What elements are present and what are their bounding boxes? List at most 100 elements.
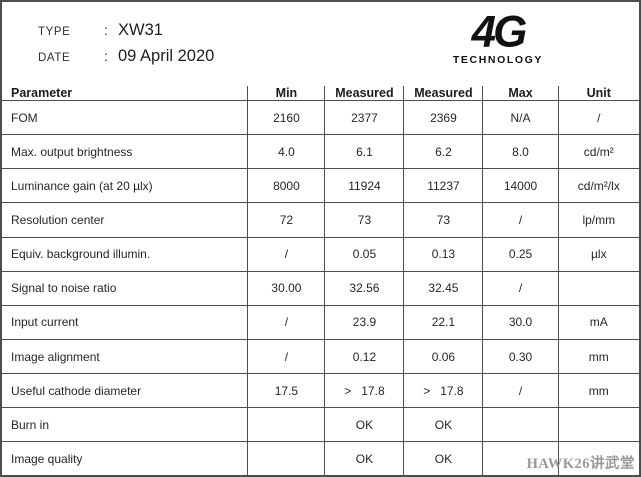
spec-table: Parameter Min Measured Measured Max Unit FOM 2… xyxy=(2,86,639,475)
value-cell: 0.12 xyxy=(324,338,405,375)
value-cell: 0.06 xyxy=(403,338,484,375)
spec-table-head: Parameter Min Measured Measured Max Unit xyxy=(2,86,639,101)
value-cell: 6.1 xyxy=(324,134,405,170)
header-row: Parameter Min Measured Measured Max Unit xyxy=(2,86,639,101)
spec-table-container: Parameter Min Measured Measured Max Unit FOM 2… xyxy=(2,86,639,475)
value-cell xyxy=(557,441,639,475)
value-cell: / xyxy=(247,236,326,272)
table-row: Image alignment/0.12 0.06 0.30 mm xyxy=(2,338,639,375)
value-cell: / xyxy=(247,304,326,340)
column-header-parameter: Parameter xyxy=(2,86,249,101)
value-cell: 6.2 xyxy=(403,134,484,170)
value-cell xyxy=(482,407,559,443)
value-cell: / xyxy=(482,270,559,306)
value-cell: / xyxy=(482,373,559,409)
value-cell: 30.0 xyxy=(482,304,559,340)
value-cell: > 17.8 xyxy=(403,373,484,409)
value-cell xyxy=(557,270,639,306)
value-cell: OK xyxy=(403,441,484,475)
value-cell: 4.0 xyxy=(247,134,326,170)
value-cell: 11924 xyxy=(324,168,405,204)
value-cell: 32.56 xyxy=(324,270,405,306)
value-cell: 2160 xyxy=(247,99,326,136)
value-cell: mm xyxy=(557,373,639,409)
value-cell: 30.00 xyxy=(247,270,326,306)
column-header-min: Min xyxy=(247,86,326,101)
type-label: TYPE xyxy=(38,26,71,38)
4g-technology-logo: 4G TECHNOLOGY xyxy=(453,6,543,66)
table-row: Image quality OK OK xyxy=(2,441,639,475)
table-row: Equiv. background illumin./0.05 0.13 0.25 µ… xyxy=(2,236,639,272)
value-cell: 0.30 xyxy=(482,338,559,375)
column-header-unit: Unit xyxy=(557,86,639,101)
value-cell: µlx xyxy=(557,236,639,272)
table-row: Signal to noise ratio 30.00 32.56 32.45/ xyxy=(2,270,639,306)
table-row: Input current/23.9 22.1 30.0 mA xyxy=(2,304,639,340)
value-cell: 17.5 xyxy=(247,373,326,409)
logo-mark: 4G xyxy=(471,6,528,57)
date-value: 09 April 2020 xyxy=(118,47,215,65)
parameter-cell: Signal to noise ratio xyxy=(2,270,249,306)
value-cell: cd/m² xyxy=(557,134,639,170)
value-cell: 8000 xyxy=(247,168,326,204)
value-cell: 8.0 xyxy=(482,134,559,170)
parameter-cell: Equiv. background illumin. xyxy=(2,236,249,272)
value-cell: OK xyxy=(403,407,484,443)
parameter-cell: Input current xyxy=(2,304,249,340)
type-value: XW31 xyxy=(118,21,163,39)
value-cell: 23.9 xyxy=(324,304,405,340)
value-cell: 32.45 xyxy=(403,270,484,306)
table-row: Max. output brightness 4.0 6.1 6.2 8.0 cd/m² xyxy=(2,134,639,170)
column-header-max: Max xyxy=(482,86,559,101)
value-cell: 72 xyxy=(247,202,326,238)
parameter-cell: Burn in xyxy=(2,407,249,443)
spec-table-body: FOM 2160 2377 2369 N/A / Max. output brightnes… xyxy=(2,99,639,475)
value-cell xyxy=(247,441,326,475)
value-cell xyxy=(482,441,559,475)
value-cell: mA xyxy=(557,304,639,340)
value-cell: 0.05 xyxy=(324,236,405,272)
value-cell: 0.13 xyxy=(403,236,484,272)
column-header-measured: Measured xyxy=(324,86,405,101)
value-cell: 0.25 xyxy=(482,236,559,272)
meta-block: TYPE : XW31 DATE : 09 April 2020 xyxy=(38,21,214,73)
value-cell: OK xyxy=(324,441,405,475)
value-cell: cd/m²/lx xyxy=(557,168,639,204)
value-cell xyxy=(247,407,326,443)
date-row: DATE : 09 April 2020 xyxy=(38,47,214,66)
value-cell: / xyxy=(247,338,326,375)
type-row: TYPE : XW31 xyxy=(38,21,214,40)
watermark: HAWK26讲武堂 xyxy=(526,456,635,472)
value-cell: lp/mm xyxy=(557,202,639,238)
table-row: Useful cathode diameter 17.5 > 17.8 > 17.8/… xyxy=(2,373,639,409)
parameter-cell: Useful cathode diameter xyxy=(2,373,249,409)
parameter-cell: Resolution center xyxy=(2,202,249,238)
sheet-header: TYPE : XW31 DATE : 09 April 2020 4G TECH… xyxy=(2,2,639,86)
table-row: FOM 2160 2377 2369 N/A / xyxy=(2,99,639,136)
value-cell: / xyxy=(482,202,559,238)
value-cell: 2369 xyxy=(403,99,484,136)
value-cell: > 17.8 xyxy=(324,373,405,409)
parameter-cell: Max. output brightness xyxy=(2,134,249,170)
value-cell: 14000 xyxy=(482,168,559,204)
value-cell xyxy=(557,407,639,443)
table-row: Resolution center 72 73 73/lp/mm xyxy=(2,202,639,238)
date-colon: : xyxy=(104,48,108,64)
value-cell: 2377 xyxy=(324,99,405,136)
table-row: Luminance gain (at 20 µlx) 8000 11924 11237… xyxy=(2,168,639,204)
value-cell: N/A xyxy=(482,99,559,136)
parameter-cell: Image alignment xyxy=(2,338,249,375)
value-cell: 22.1 xyxy=(403,304,484,340)
value-cell: 73 xyxy=(324,202,405,238)
parameter-cell: FOM xyxy=(2,99,249,136)
table-row: Burn in OK OK xyxy=(2,407,639,443)
type-colon: : xyxy=(104,22,108,38)
parameter-cell: Luminance gain (at 20 µlx) xyxy=(2,168,249,204)
value-cell: mm xyxy=(557,338,639,375)
parameter-cell: Image quality xyxy=(2,441,249,475)
value-cell: OK xyxy=(324,407,405,443)
date-label: DATE xyxy=(38,52,71,64)
column-header-measured: Measured xyxy=(403,86,484,101)
value-cell: 73 xyxy=(403,202,484,238)
